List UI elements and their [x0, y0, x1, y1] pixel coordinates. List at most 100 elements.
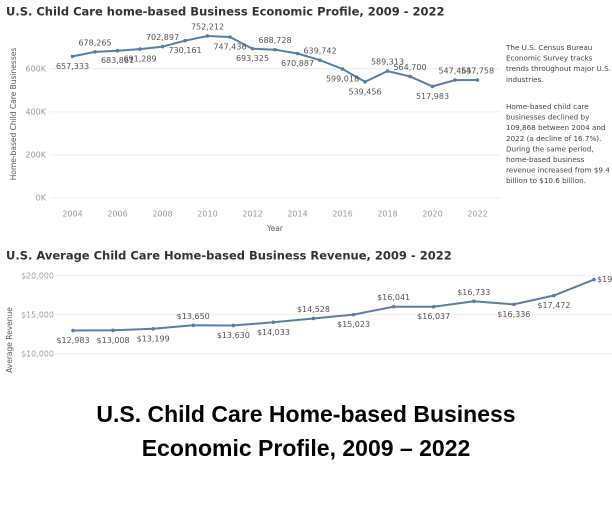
- data-point: [552, 293, 556, 298]
- data-label: 678,265: [78, 38, 111, 47]
- annotation: revenue increased from $9.4: [506, 166, 610, 175]
- data-point: [191, 323, 196, 328]
- data-label: $13,199: [137, 334, 170, 343]
- data-point: [408, 74, 412, 79]
- data-label: 752,212: [191, 22, 224, 31]
- data-point: [70, 54, 75, 59]
- data-label: 683,861: [101, 56, 134, 65]
- x-tick-label: 2018: [377, 210, 397, 219]
- x-tick-label: 2022: [467, 210, 487, 219]
- caption: Economic Profile, 2009 – 2022: [142, 435, 471, 461]
- data-label: $13,630: [217, 331, 250, 340]
- data-point: [512, 302, 516, 307]
- data-label: 747,436: [213, 43, 246, 52]
- data-point: [363, 80, 367, 84]
- data-label: $15,023: [337, 320, 370, 329]
- data-label: 564,700: [393, 63, 426, 72]
- x-tick-label: 2008: [152, 210, 172, 219]
- chart-title: U.S. Average Child Care Home-based Busin…: [6, 249, 452, 263]
- data-point: [271, 320, 276, 325]
- data-label: 539,456: [348, 87, 381, 96]
- y-tick-label: 200K: [25, 150, 46, 159]
- data-label: 657,333: [56, 62, 89, 71]
- data-point: [471, 299, 476, 304]
- y-tick-label: 600K: [25, 64, 46, 73]
- data-point: [138, 47, 142, 51]
- data-label: $19,512: [597, 275, 612, 284]
- data-point: [93, 50, 97, 54]
- data-point: [475, 78, 480, 82]
- data-point: [318, 58, 322, 63]
- data-label: 691,289: [123, 55, 156, 64]
- annotation: industries.: [506, 75, 544, 84]
- annotation: The U.S. Census Bureau: [505, 43, 592, 52]
- data-point: [391, 304, 396, 309]
- data-point: [273, 47, 277, 52]
- x-tick-label: 2012: [242, 210, 262, 219]
- data-label: $14,033: [257, 328, 290, 337]
- data-point: [385, 69, 390, 73]
- data-label: $14,528: [297, 305, 330, 314]
- data-point: [151, 327, 155, 331]
- data-label: 599,018: [326, 74, 359, 83]
- data-label: $13,008: [97, 336, 130, 345]
- data-label: 517,983: [416, 92, 449, 101]
- annotation: businesses declined by: [506, 113, 590, 122]
- data-label: 639,742: [303, 47, 336, 56]
- annotation: 109,868 between 2004 and: [506, 123, 605, 132]
- annotation: home-based business: [506, 155, 585, 164]
- data-label: $16,733: [457, 288, 490, 297]
- data-point: [111, 328, 115, 333]
- data-point: [250, 46, 255, 51]
- data-point: [592, 277, 596, 282]
- data-label: 670,887: [281, 59, 314, 68]
- annotation: During the same period,: [506, 144, 594, 153]
- y-axis-title: Home-based Child Care Businesses: [9, 48, 18, 181]
- y-axis-title: Average Revenue: [5, 307, 14, 373]
- data-point: [231, 323, 236, 328]
- y-tick-label: 0K: [36, 194, 47, 203]
- data-point: [430, 84, 435, 89]
- data-point: [295, 51, 300, 56]
- data-label: $12,983: [56, 336, 89, 345]
- data-line: [72, 278, 595, 332]
- data-point: [311, 316, 316, 321]
- data-label: $17,472: [537, 301, 570, 310]
- data-label: 702,897: [146, 33, 179, 42]
- data-label: 688,728: [258, 36, 291, 45]
- data-point: [205, 34, 210, 38]
- data-point: [453, 78, 457, 82]
- data-point: [160, 44, 165, 49]
- data-label: 589,313: [371, 58, 404, 67]
- x-tick-label: 2014: [287, 210, 307, 219]
- data-label: 547,758: [461, 67, 494, 76]
- data-label: $16,041: [377, 293, 410, 302]
- y-tick-label: 400K: [25, 107, 46, 116]
- data-label: 547,465: [438, 67, 471, 76]
- data-point: [115, 48, 120, 53]
- data-label: $16,037: [417, 312, 450, 321]
- chart-title: U.S. Child Care home-based Business Econ…: [6, 5, 445, 19]
- annotation: billion to $10.6 billion.: [506, 176, 586, 185]
- x-tick-label: 2016: [332, 210, 352, 219]
- data-point: [228, 35, 232, 39]
- x-tick-label: 2004: [62, 210, 82, 219]
- data-point: [71, 328, 75, 333]
- data-label: 693,325: [236, 54, 269, 63]
- data-point: [431, 304, 436, 309]
- x-tick-label: 2006: [107, 210, 127, 219]
- data-label: $13,650: [177, 312, 210, 321]
- x-axis-title: Year: [266, 224, 284, 233]
- x-tick-label: 2010: [197, 210, 217, 219]
- annotation: Economic Survey tracks: [506, 54, 593, 63]
- annotation: 2022 (a decline of 16.7%).: [506, 134, 601, 143]
- annotation: trends throughout major U.S.: [506, 64, 611, 73]
- data-point: [340, 67, 345, 71]
- annotation: Home-based child care: [506, 102, 589, 111]
- x-tick-label: 2020: [422, 210, 442, 219]
- data-label: 730,161: [168, 46, 201, 55]
- data-point: [183, 38, 187, 43]
- caption: U.S. Child Care Home-based Business: [96, 401, 515, 427]
- data-point: [351, 312, 356, 317]
